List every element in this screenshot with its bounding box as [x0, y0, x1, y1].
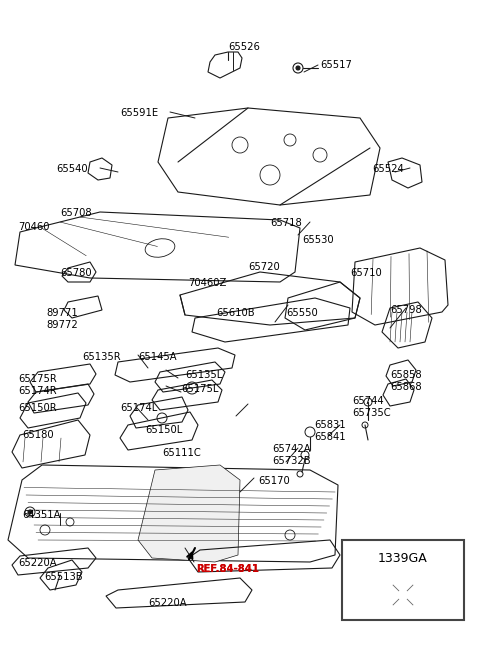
- Text: 65220A: 65220A: [148, 598, 187, 608]
- Text: 65735C: 65735C: [352, 408, 391, 418]
- Text: 65513B: 65513B: [44, 572, 83, 582]
- Text: 65780: 65780: [60, 268, 92, 278]
- Text: REF.84-841: REF.84-841: [196, 564, 259, 574]
- Text: 65720: 65720: [248, 262, 280, 272]
- Text: 65831: 65831: [314, 420, 346, 430]
- Text: 65174R: 65174R: [18, 386, 57, 396]
- Text: 65524: 65524: [372, 164, 404, 174]
- Circle shape: [397, 589, 409, 601]
- Text: 65744: 65744: [352, 396, 384, 406]
- Text: 65150L: 65150L: [145, 425, 182, 435]
- Text: 65170: 65170: [258, 476, 290, 486]
- Text: 65175R: 65175R: [18, 374, 57, 384]
- Text: 65135L: 65135L: [185, 370, 222, 380]
- Text: 65610B: 65610B: [216, 308, 254, 318]
- Text: 65841: 65841: [314, 432, 346, 442]
- Text: 64351A: 64351A: [22, 510, 60, 520]
- Text: 65145A: 65145A: [138, 352, 177, 362]
- Text: 65150R: 65150R: [18, 403, 57, 413]
- Circle shape: [296, 66, 300, 70]
- Text: 65526: 65526: [228, 42, 260, 52]
- Text: 65540: 65540: [56, 164, 88, 174]
- Text: 1339GA: 1339GA: [378, 552, 428, 565]
- Text: 65718: 65718: [270, 218, 302, 228]
- Text: 65530: 65530: [302, 235, 334, 245]
- Text: 65174L: 65174L: [120, 403, 157, 413]
- Text: 65710: 65710: [350, 268, 382, 278]
- Text: 89772: 89772: [46, 320, 78, 330]
- Text: 65175L: 65175L: [181, 384, 218, 394]
- Text: 65708: 65708: [60, 208, 92, 218]
- Text: 70460Z: 70460Z: [188, 278, 227, 288]
- Bar: [342, 540, 464, 620]
- Text: 65868: 65868: [390, 382, 421, 392]
- Text: 89771: 89771: [46, 308, 78, 318]
- Text: 65591E: 65591E: [120, 108, 158, 118]
- Text: 70460: 70460: [18, 222, 49, 232]
- Text: 65135R: 65135R: [82, 352, 120, 362]
- Text: 65742A: 65742A: [272, 444, 311, 454]
- Text: 65550: 65550: [286, 308, 318, 318]
- Text: 65732B: 65732B: [272, 456, 311, 466]
- Text: 65180: 65180: [22, 430, 54, 440]
- Polygon shape: [138, 465, 240, 562]
- Circle shape: [401, 593, 405, 597]
- Text: REF.84-841: REF.84-841: [196, 564, 259, 574]
- Text: 65220A: 65220A: [18, 558, 57, 568]
- Circle shape: [28, 510, 32, 514]
- Circle shape: [389, 581, 417, 609]
- Text: 65111C: 65111C: [162, 448, 201, 458]
- Text: 65798: 65798: [390, 305, 422, 315]
- Text: 65858: 65858: [390, 370, 421, 380]
- Text: 65517: 65517: [320, 60, 352, 70]
